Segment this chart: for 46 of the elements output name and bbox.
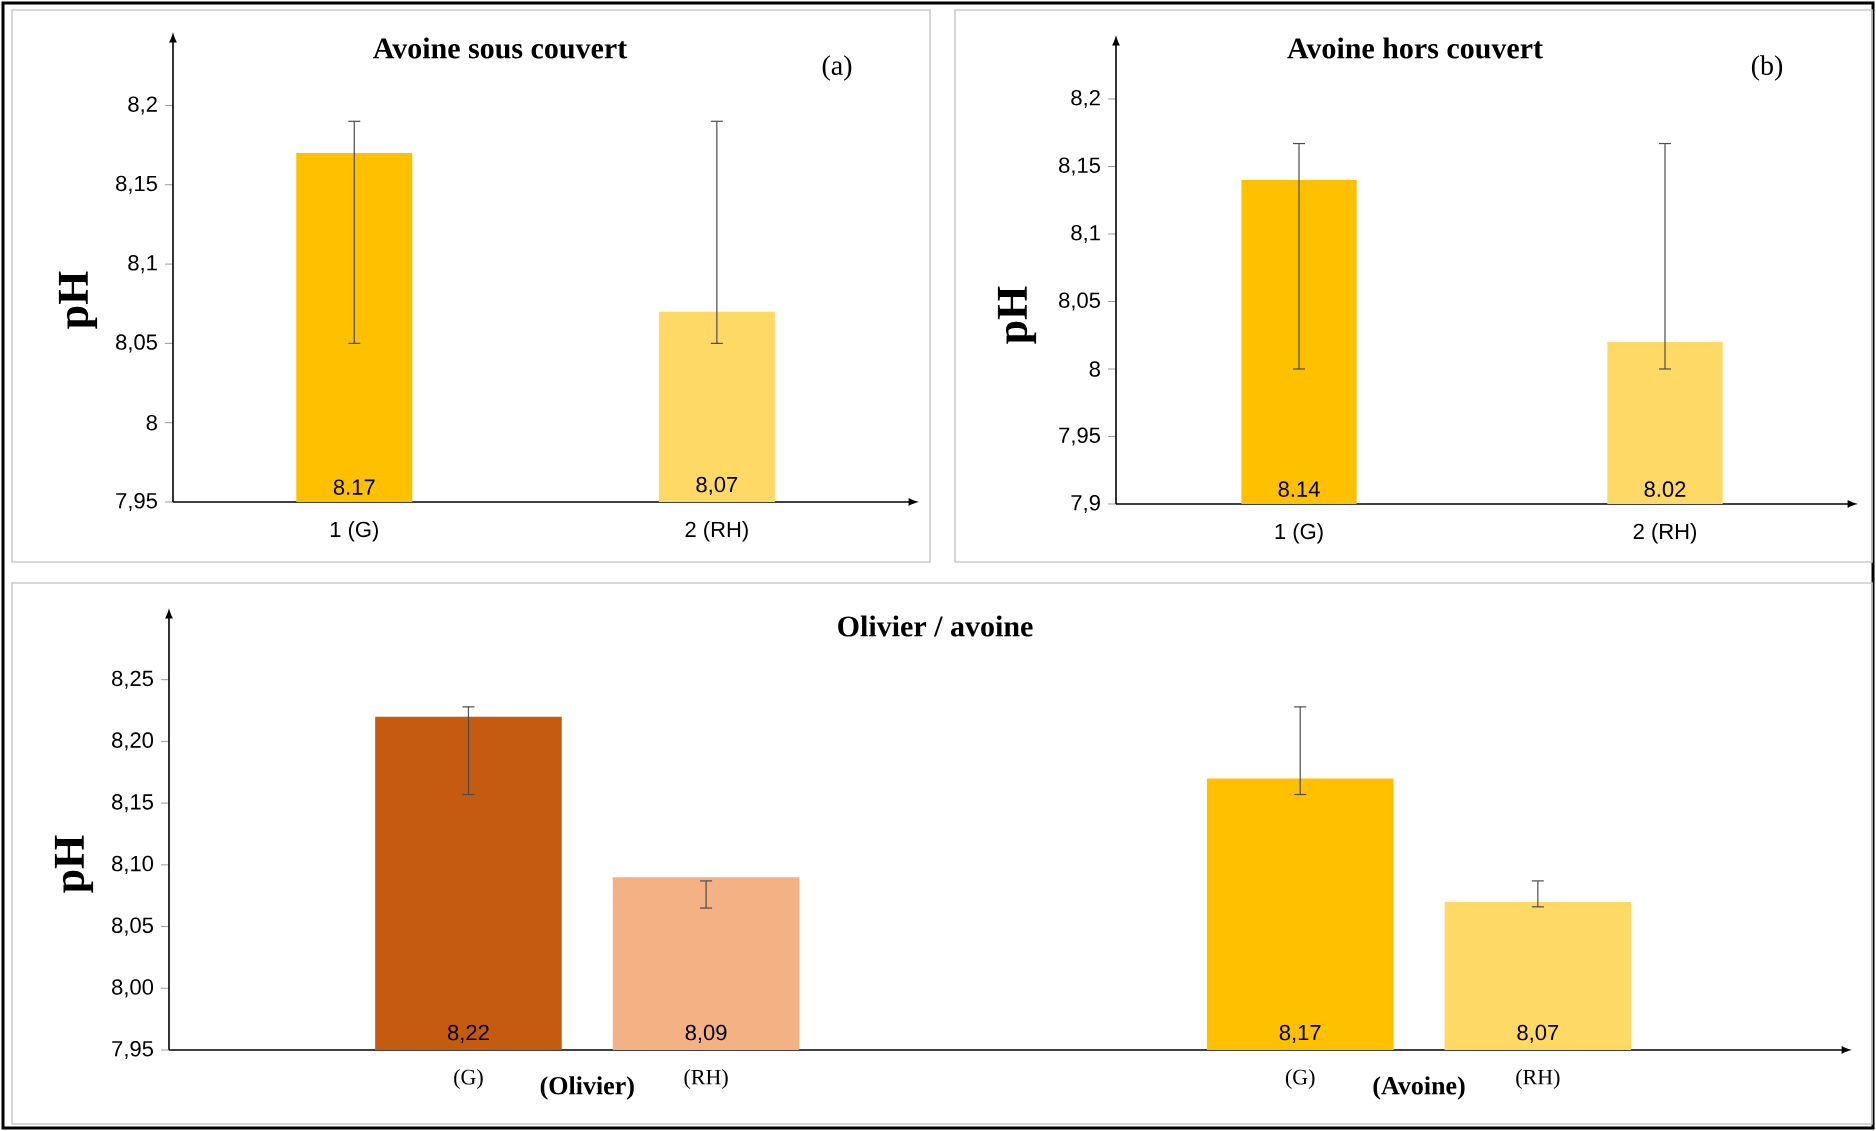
y-tick-label: 8 bbox=[146, 414, 157, 431]
y-tick-label: 7,95 bbox=[112, 1040, 153, 1060]
y-axis-title: pH bbox=[54, 835, 94, 893]
y-tick-label: 8,05 bbox=[116, 334, 157, 353]
text: (Olivier) bbox=[540, 1076, 634, 1100]
y-tick-label: 8,05 bbox=[112, 917, 153, 936]
data-label: 8,09 bbox=[685, 1024, 727, 1043]
y-tick-label: 7,95 bbox=[1059, 427, 1100, 446]
data-label: 8.02 bbox=[1644, 481, 1686, 497]
chart-title: Olivier / avoine bbox=[838, 615, 1033, 637]
data-label: 8,22 bbox=[447, 1024, 489, 1043]
x-tick-label: 1 (G) bbox=[330, 521, 378, 542]
y-tick-label: 7,95 bbox=[116, 492, 157, 512]
y-tick-label: 8,00 bbox=[112, 979, 154, 998]
y-tick-label: 8,2 bbox=[1071, 89, 1100, 109]
x-tick-label: 2 (RH) bbox=[1633, 523, 1696, 544]
data-label: 8,07 bbox=[696, 476, 738, 495]
y-tick-label: 8 bbox=[1089, 361, 1100, 377]
y-axis-title: pH bbox=[58, 271, 98, 329]
y-tick-label: 8,20 bbox=[112, 732, 154, 751]
x-tick-label: 2 (RH) bbox=[685, 521, 748, 542]
x-tick-label: (RH) bbox=[1516, 1069, 1560, 1090]
y-tick-label: 8,25 bbox=[112, 670, 153, 689]
annotation: (b) bbox=[1751, 55, 1783, 81]
y-tick-label: 8,15 bbox=[116, 175, 157, 194]
y-tick-label: 8,10 bbox=[112, 855, 154, 874]
y-tick-label: 7,9 bbox=[1071, 494, 1100, 514]
data-label: 8,17 bbox=[1279, 1024, 1321, 1043]
y-tick-label: 8,05 bbox=[1059, 292, 1100, 311]
annotation: (a) bbox=[822, 55, 852, 81]
y-tick-label: 8,2 bbox=[128, 96, 157, 115]
data-label: 8.14 bbox=[1278, 481, 1320, 497]
y-tick-label: 8,15 bbox=[112, 794, 153, 813]
y-tick-label: 8,1 bbox=[128, 255, 157, 274]
data-label: 8,07 bbox=[1517, 1024, 1559, 1043]
text: (Avoine) bbox=[1373, 1076, 1465, 1100]
x-tick-label: (RH) bbox=[684, 1069, 728, 1090]
x-tick-label: 1 (G) bbox=[1275, 523, 1323, 544]
y-axis-title: pH bbox=[997, 286, 1037, 344]
chart-title: Avoine sous couvert bbox=[373, 37, 628, 59]
x-tick-label: (G) bbox=[1285, 1069, 1315, 1090]
chart-title: Avoine hors couvert bbox=[1287, 37, 1543, 59]
y-tick-label: 8,15 bbox=[1059, 157, 1100, 176]
data-label: 8.17 bbox=[333, 479, 375, 495]
y-tick-label: 8,1 bbox=[1071, 224, 1100, 244]
x-tick-label: (G) bbox=[454, 1069, 483, 1090]
